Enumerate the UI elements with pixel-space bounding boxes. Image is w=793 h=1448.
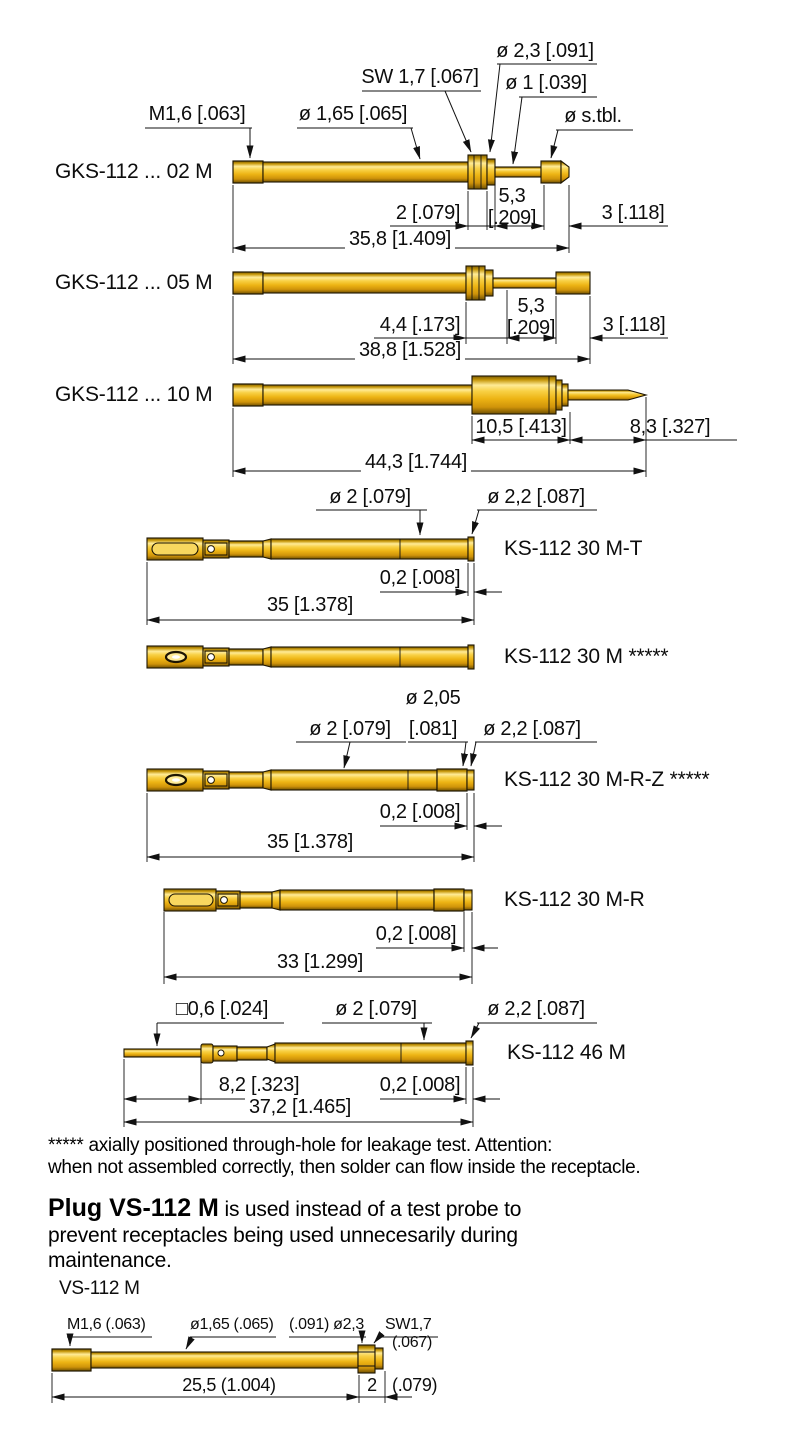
- row-label-vs-112-m: VS-112 M: [59, 1278, 140, 1299]
- probe-drawing-ks-112-46-m: [123, 1040, 474, 1066]
- callout-vs112-flange-diameter: (.091) ø2,3: [289, 1316, 364, 1333]
- callout-gks02-tip-flange-diameter: ø 2,3 [.091]: [496, 40, 594, 62]
- dim-gks02-53: 5,3: [498, 185, 526, 207]
- dim-gks05-53: 5,3: [517, 295, 545, 317]
- dim-gks02-2: 2 [.079]: [395, 202, 461, 224]
- dim-gks05-209: [.209]: [506, 317, 556, 339]
- probe-drawing-gks-112-05-m: [232, 265, 591, 301]
- row-label-ks-112-46-m: KS-112 46 M: [507, 1041, 626, 1064]
- dim-vs112-2-inch: (.079): [392, 1375, 438, 1395]
- footnote-line-2: when not assembled correctly, then solde…: [48, 1157, 641, 1178]
- callout-gks02-head-diameter: ø s.tbl.: [564, 105, 622, 127]
- dim-ks30mt-02: 0,2 [.008]: [379, 567, 461, 589]
- dim-ks30mrz-total-length: 35 [1.378]: [267, 831, 353, 853]
- probe-drawing-gks-112-02-m: [232, 154, 570, 190]
- dimension-lines-ks-112-30-m-r: [163, 912, 498, 984]
- callout-ks46m-square-pin: □0,6 [.024]: [175, 998, 269, 1020]
- dim-vs112-total-length: 25,5 (1.004): [182, 1375, 276, 1395]
- dim-ks46m-02: 0,2 [.008]: [379, 1074, 461, 1096]
- dimension-lines-ks-112-30-m-t: [146, 562, 502, 625]
- dim-ks30mt-total-length: 35 [1.378]: [267, 594, 353, 616]
- plug-note-paragraph: Plug VS-112 M is used instead of a test …: [48, 1193, 548, 1273]
- leader-lines-ks-112-30-m-r-z: [296, 741, 597, 769]
- leader-lines-ks-112-46-m: [153, 1022, 597, 1047]
- dim-ks30mr-total-length: 33 [1.299]: [277, 951, 363, 973]
- dim-gks05-44: 4,4 [.173]: [379, 314, 461, 336]
- callout-ks30mt-end-diameter: ø 2,2 [.087]: [487, 486, 585, 508]
- callout-vs112-shaft-diameter: ø1,65 (.065): [190, 1316, 274, 1333]
- callout-vs112-thread: M1,6 (.063): [67, 1316, 146, 1333]
- dim-gks10-105: 10,5 [.413]: [475, 416, 567, 438]
- dim-gks10-total-length: 44,3 [1.744]: [360, 452, 472, 473]
- row-label-gks-112-10-m: GKS-112 ... 10 M: [55, 383, 213, 406]
- row-label-ks-112-30-m-t: KS-112 30 M-T: [504, 537, 643, 560]
- dim-gks05-total-length: 38,8 [1.528]: [354, 340, 466, 361]
- callout-vs112-wrench-size: SW1,7: [385, 1316, 432, 1333]
- plug-note-lead: Plug VS-112 M: [48, 1194, 219, 1222]
- callout-ks30mrz-barrel-diameter: ø 2 [.079]: [309, 718, 391, 740]
- callout-ks30mrz-knurl-diameter-mm: ø 2,05: [405, 687, 461, 709]
- callout-gks02-thread: M1,6 [.063]: [148, 103, 246, 125]
- callout-ks46m-end-diameter: ø 2,2 [.087]: [487, 998, 585, 1020]
- footnote-line-1: ***** axially positioned through-hole fo…: [48, 1135, 553, 1156]
- dim-ks30mr-02: 0,2 [.008]: [375, 923, 457, 945]
- row-label-gks-112-02-m: GKS-112 ... 02 M: [55, 160, 213, 183]
- dim-gks02-3: 3 [.118]: [601, 202, 665, 224]
- callout-ks30mt-barrel-diameter: ø 2 [.079]: [329, 486, 411, 508]
- dim-gks10-83: 8,3 [.327]: [629, 416, 711, 438]
- row-label-ks-112-30-m-r-z: KS-112 30 M-R-Z *****: [504, 768, 710, 791]
- plug-note-body: is used instead of a test probe to preve…: [48, 1198, 522, 1273]
- leader-lines-gks-112-02-m: [145, 63, 633, 165]
- leader-lines-vs-112-m: [66, 1330, 438, 1350]
- callout-gks02-shaft-diameter: ø 1,65 [.065]: [298, 103, 408, 125]
- callout-ks30mrz-end-diameter: ø 2,2 [.087]: [483, 718, 581, 740]
- callout-ks30mrz-knurl-diameter-inch: [.081]: [408, 718, 458, 740]
- callout-gks02-plunger-diameter: ø 1 [.039]: [505, 72, 587, 94]
- probe-drawing-ks-112-30-m-r-z: [146, 768, 475, 792]
- dim-ks46m-total-length: 37,2 [1.465]: [244, 1097, 356, 1118]
- probe-drawing-gks-112-10-m: [232, 375, 649, 415]
- dim-gks02-total-length: 35,8 [1.409]: [344, 229, 456, 250]
- dim-gks05-3: 3 [.118]: [602, 314, 666, 336]
- probe-drawing-ks-112-30-m-t: [146, 536, 475, 562]
- dimension-lines-ks-112-30-m-r-z: [146, 793, 502, 862]
- dim-vs112-2: 2: [367, 1375, 377, 1395]
- callout-ks46m-barrel-diameter: ø 2 [.079]: [335, 998, 417, 1020]
- callout-vs112-wrench-size-inch: (.067): [392, 1334, 432, 1351]
- probe-drawing-ks-112-30-m: [146, 644, 475, 670]
- dim-ks30mrz-02: 0,2 [.008]: [379, 801, 461, 823]
- dim-gks02-209: [.209]: [487, 207, 537, 229]
- row-label-gks-112-05-m: GKS-112 ... 05 M: [55, 271, 213, 294]
- probe-drawing-ks-112-30-m-r: [163, 888, 473, 912]
- callout-gks02-wrench-size: SW 1,7 [.067]: [361, 66, 479, 88]
- dimension-lines-vs-112-m: [51, 1371, 412, 1403]
- probe-drawing-vs-112-m: [51, 1344, 384, 1374]
- leader-lines-ks-112-30-m-t: [316, 509, 597, 536]
- row-label-ks-112-30-m: KS-112 30 M *****: [504, 645, 669, 668]
- dim-ks46m-82: 8,2 [.323]: [218, 1074, 300, 1096]
- row-label-ks-112-30-m-r: KS-112 30 M-R: [504, 888, 645, 911]
